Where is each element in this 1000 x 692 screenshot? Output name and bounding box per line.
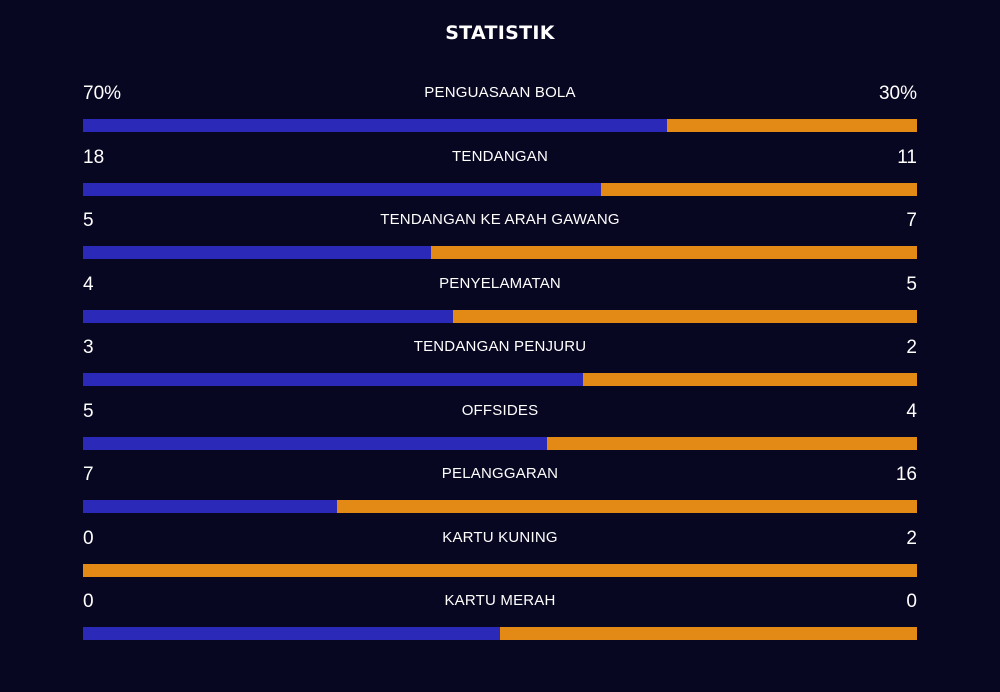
home-value: 4 — [83, 273, 94, 295]
stat-header: 4 PENYELAMATAN 5 — [83, 273, 917, 297]
home-value: 5 — [83, 210, 94, 231]
home-bar-segment — [83, 246, 431, 259]
away-value: 2 — [906, 337, 917, 358]
stat-row-corners: 3 TENDANGAN PENJURU 2 — [83, 336, 917, 400]
home-value: 18 — [83, 146, 105, 168]
comparison-bar — [83, 246, 917, 259]
stat-label: KARTU KUNING — [442, 528, 558, 546]
stat-row-saves: 4 PENYELAMATAN 5 — [83, 273, 917, 337]
away-value: 2 — [906, 527, 917, 549]
away-value: 11 — [897, 146, 917, 168]
away-bar-segment — [546, 436, 917, 450]
stat-header: 70% PENGUASAAN BOLA 30% — [83, 82, 917, 106]
stat-header: 0 KARTU MERAH 0 — [83, 590, 917, 614]
away-value: 0 — [906, 591, 917, 612]
home-bar-segment — [83, 309, 454, 323]
stat-label: KARTU MERAH — [444, 592, 556, 609]
stat-row-shots-on-target: 5 TENDANGAN KE ARAH GAWANG 7 — [83, 209, 917, 273]
stat-label: TENDANGAN KE ARAH GAWANG — [380, 211, 620, 228]
away-bar-segment — [453, 309, 917, 323]
away-value: 7 — [906, 210, 917, 231]
home-bar-segment — [83, 500, 337, 513]
away-bar-segment — [583, 373, 917, 386]
stat-label: PENGUASAAN BOLA — [424, 84, 576, 101]
home-value: 70% — [83, 83, 122, 104]
stat-row-possession: 70% PENGUASAAN BOLA 30% — [83, 82, 917, 146]
comparison-bar — [83, 500, 917, 513]
away-value: 4 — [906, 400, 917, 422]
comparison-bar — [83, 627, 917, 640]
comparison-bar — [83, 563, 917, 577]
away-value: 5 — [906, 273, 917, 295]
comparison-bar — [83, 309, 917, 323]
stat-label: PELANGGARAN — [441, 465, 559, 482]
away-bar-segment — [430, 246, 917, 259]
home-value: 5 — [83, 400, 94, 422]
home-value: 7 — [83, 464, 94, 485]
stat-row-shots: 18 TENDANGAN 11 — [83, 146, 917, 210]
stat-header: 5 OFFSIDES 4 — [83, 400, 917, 424]
stat-label: TENDANGAN — [452, 147, 548, 165]
comparison-bar — [83, 182, 917, 196]
away-value: 30% — [878, 83, 917, 104]
home-bar-segment — [83, 627, 500, 640]
stat-label: OFFSIDES — [461, 401, 539, 419]
stat-header: 0 KARTU KUNING 2 — [83, 527, 917, 551]
home-bar-segment — [83, 119, 667, 132]
home-value: 0 — [83, 527, 94, 549]
home-bar-segment — [83, 436, 547, 450]
page-title: STATISTIK — [445, 22, 555, 44]
stat-row-yellow-cards: 0 KARTU KUNING 2 — [83, 527, 917, 591]
home-bar-segment — [83, 182, 601, 196]
stats-list: 70% PENGUASAAN BOLA 30% 18 TENDANGAN 11 … — [83, 82, 917, 654]
comparison-bar — [83, 373, 917, 386]
away-bar-segment — [500, 627, 917, 640]
stat-label: TENDANGAN PENJURU — [413, 338, 587, 355]
away-bar-segment — [83, 563, 917, 577]
away-bar-segment — [666, 119, 917, 132]
stat-row-red-cards: 0 KARTU MERAH 0 — [83, 590, 917, 654]
stat-row-fouls: 7 PELANGGARAN 16 — [83, 463, 917, 527]
stat-header: 18 TENDANGAN 11 — [83, 146, 917, 170]
stat-header: 3 TENDANGAN PENJURU 2 — [83, 336, 917, 360]
home-value: 0 — [83, 591, 94, 612]
stat-row-offsides: 5 OFFSIDES 4 — [83, 400, 917, 464]
stat-header: 7 PELANGGARAN 16 — [83, 463, 917, 487]
away-value: 16 — [895, 464, 917, 485]
away-bar-segment — [336, 500, 917, 513]
stat-label: PENYELAMATAN — [439, 274, 561, 292]
comparison-bar — [83, 119, 917, 132]
home-value: 3 — [83, 337, 94, 358]
home-bar-segment — [83, 373, 584, 386]
comparison-bar — [83, 436, 917, 450]
stat-header: 5 TENDANGAN KE ARAH GAWANG 7 — [83, 209, 917, 233]
away-bar-segment — [600, 182, 917, 196]
